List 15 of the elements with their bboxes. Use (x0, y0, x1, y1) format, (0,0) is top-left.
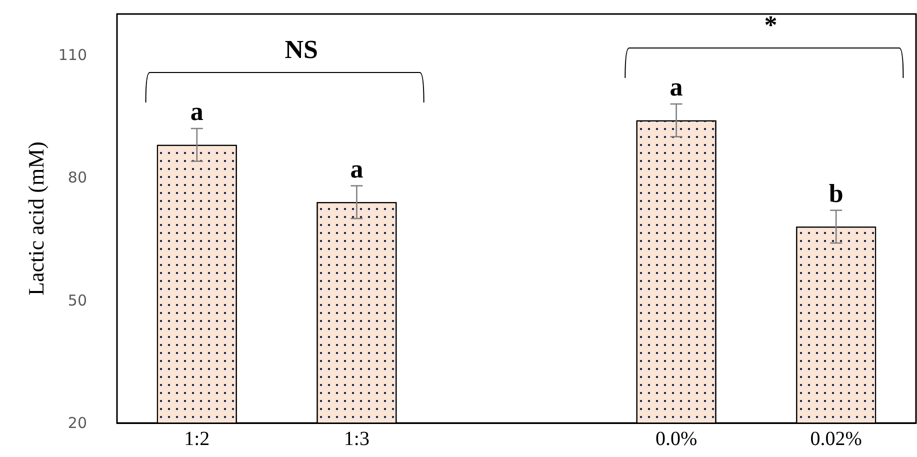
x-tick-label: 0.0% (655, 428, 698, 450)
y-tick-label: 20 (68, 414, 87, 432)
y-axis-title: Lactic acid (mM) (24, 142, 48, 296)
y-tick-label: 50 (68, 291, 87, 310)
y-tick-label: 80 (68, 168, 87, 187)
annotation: a (190, 97, 204, 126)
x-tick-label: 1:2 (184, 428, 210, 450)
annotation: * (764, 10, 778, 40)
x-tick-label: 1:3 (344, 428, 370, 450)
y-tick-label: 110 (58, 46, 87, 64)
x-tick-label: 0.02% (810, 428, 862, 450)
annotation: a (670, 72, 683, 102)
annotation: NS (284, 35, 318, 64)
annotation: a (350, 154, 364, 184)
annotation: b (828, 178, 844, 208)
